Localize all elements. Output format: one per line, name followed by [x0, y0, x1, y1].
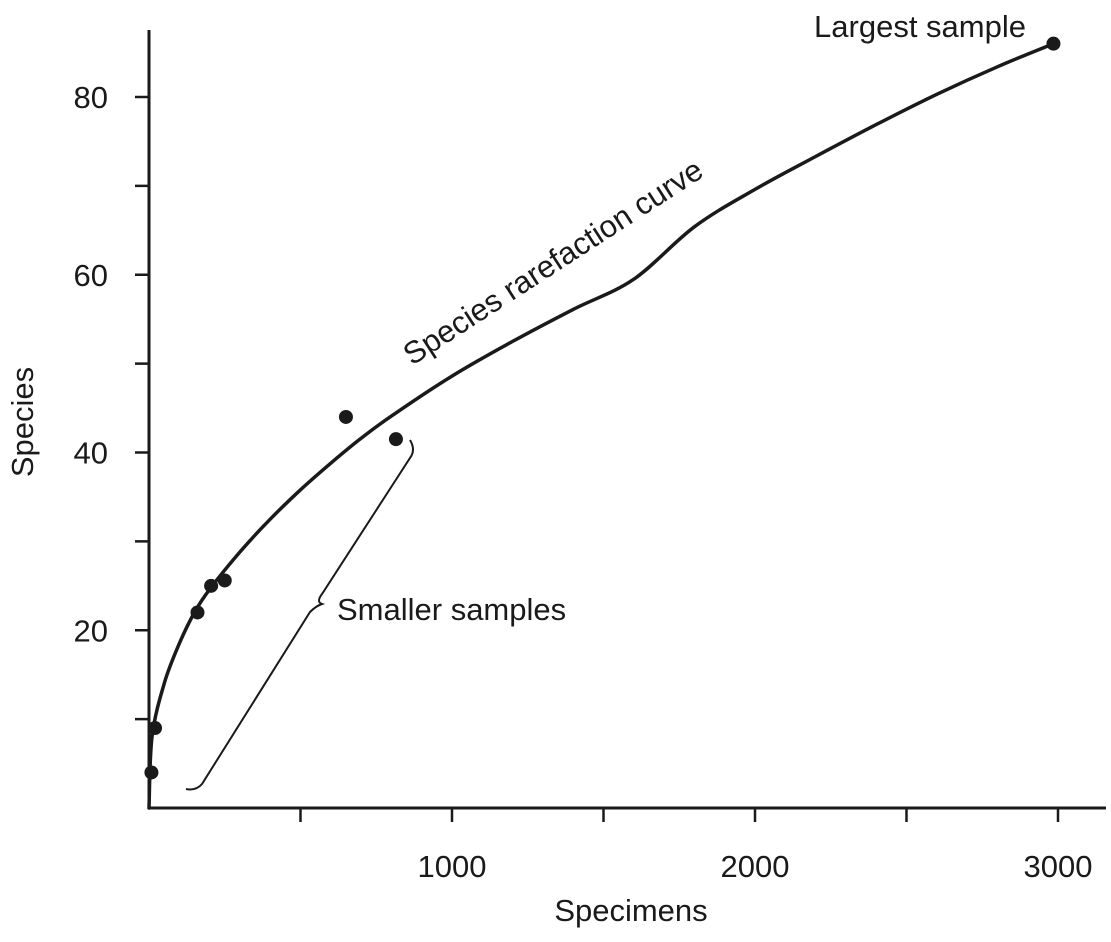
x-tick-label: 3000	[1024, 849, 1093, 884]
y-axis-label: Species	[5, 367, 40, 477]
y-tick-label: 80	[74, 80, 108, 115]
axis-ticks	[135, 95, 1060, 822]
largest-sample-label: Largest sample	[814, 9, 1026, 44]
sample-point	[190, 605, 205, 620]
sample-point	[1046, 36, 1061, 51]
smaller-samples-brace	[185, 439, 414, 791]
sample-point	[217, 573, 232, 588]
sample-points	[144, 36, 1061, 780]
rarefaction-curve	[147, 41, 1056, 810]
x-tick-label: 1000	[418, 849, 487, 884]
y-tick-label: 20	[74, 613, 108, 648]
x-tick-label: 2000	[721, 849, 790, 884]
sample-point	[148, 721, 163, 736]
curve-label: Species rarefaction curve	[397, 152, 709, 372]
sample-point	[204, 578, 219, 593]
y-tick-label: 60	[74, 258, 108, 293]
sample-point	[388, 432, 403, 447]
tick-labels: 1000 2000 3000 20 40 60 80	[74, 80, 1093, 884]
y-tick-label: 40	[74, 436, 108, 471]
smaller-samples-label: Smaller samples	[337, 592, 566, 627]
sample-point	[338, 409, 353, 424]
sample-point	[144, 765, 159, 780]
x-axis-label: Specimens	[554, 893, 707, 928]
